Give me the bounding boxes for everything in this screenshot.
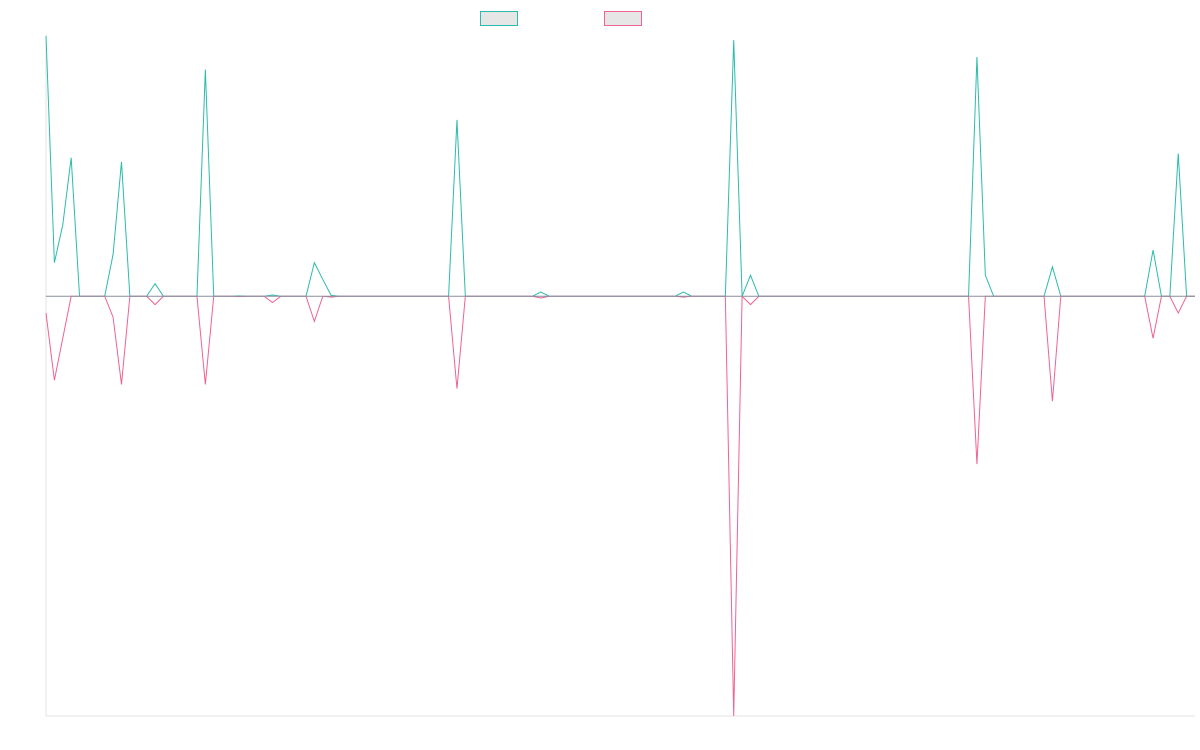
legend-swatch-series-b [604,10,642,26]
legend-item-series-b[interactable] [604,9,648,27]
legend-swatch-series-a [480,10,518,26]
legend-item-series-a[interactable] [480,9,524,27]
legend [480,9,740,27]
series-line-a [45,35,1195,297]
series-line-b [45,295,1195,717]
